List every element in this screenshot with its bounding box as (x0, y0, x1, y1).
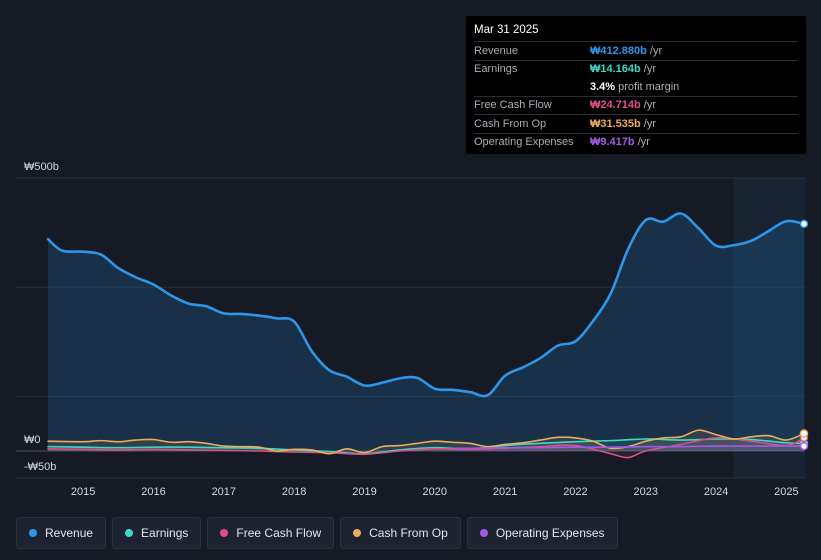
tooltip-row-label: Earnings (474, 63, 518, 76)
tooltip-row-value: 3.4% (590, 80, 616, 93)
chart-legend: Revenue Earnings Free Cash Flow Cash From O… (16, 517, 618, 549)
legend-label: Earnings (141, 526, 189, 540)
legend-label: Free Cash Flow (236, 526, 322, 540)
x-tick-label: 2019 (352, 486, 376, 498)
legend-item-earnings[interactable]: Earnings (112, 517, 202, 549)
tooltip-row-value: ₩24.714b (590, 99, 641, 112)
legend-dot-icon (479, 529, 488, 537)
grid (16, 177, 805, 479)
operating-expenses-area (452, 446, 804, 451)
tooltip-row-value: ₩14.164b (590, 63, 641, 76)
tooltip-row-label: Operating Expenses (474, 136, 574, 149)
legend-dot-icon (29, 529, 37, 537)
legend-item-free-cash-flow[interactable]: Free Cash Flow (207, 517, 335, 549)
tooltip-row-unit: profit margin (615, 80, 680, 93)
legend-dot-icon (353, 529, 362, 537)
tooltip-row: Cash From Op ₩31.535b /yr (474, 114, 798, 133)
free-cash-flow-area (48, 437, 804, 458)
x-tick-label: 2023 (634, 486, 658, 498)
earnings-line (47, 438, 805, 455)
series-areas (48, 213, 804, 458)
y-tick-label: ₩0 (24, 434, 41, 446)
legend-dot-icon (220, 529, 229, 537)
x-tick-label: 2018 (282, 486, 306, 498)
tooltip-row-value: ₩9.417b (590, 136, 635, 149)
legend-item-operating-expenses[interactable]: Operating Expenses (466, 517, 618, 549)
x-tick-label: 2022 (563, 486, 587, 498)
cash-from-op-end-marker (799, 429, 809, 438)
legend-label: Cash From Op (369, 526, 448, 540)
series-lines (46, 212, 806, 459)
x-tick-label: 2016 (141, 486, 165, 498)
tooltip-row: Operating Expenses ₩9.417b /yr (474, 132, 798, 152)
x-tick-label: 2020 (423, 486, 447, 498)
data-tooltip: Mar 31 2025 Revenue ₩412.880b /yr Earnings… (466, 16, 806, 154)
legend-dot-icon (125, 529, 134, 537)
tooltip-row-unit: /yr (640, 63, 657, 76)
legend-item-revenue[interactable]: Revenue (16, 517, 107, 549)
y-axis-ticks: ₩500b ₩0 -₩50b (24, 161, 59, 473)
revenue-end-marker (799, 219, 809, 229)
tooltip-row-unit: /yr (646, 44, 663, 57)
tooltip-row-label: Cash From Op (474, 117, 547, 130)
y-tick-label: -₩50b (24, 461, 56, 473)
x-tick-label: 2024 (704, 486, 728, 498)
tooltip-row-unit: /yr (640, 99, 657, 112)
revenue-line (46, 212, 806, 398)
tooltip-row: Revenue ₩412.880b /yr (474, 41, 798, 60)
operating-expenses-end-marker (799, 441, 809, 451)
x-tick-label: 2015 (71, 486, 95, 498)
tooltip-row-value: ₩31.535b (590, 117, 641, 130)
tooltip-row-unit: /yr (640, 117, 657, 130)
x-tick-label: 2025 (774, 486, 798, 498)
x-tick-label: 2021 (493, 486, 517, 498)
tooltip-row: Free Cash Flow ₩24.714b /yr (474, 95, 798, 115)
tooltip-row: 3.4% profit margin (474, 78, 798, 96)
tooltip-row-unit: /yr (634, 136, 650, 149)
x-axis-ticks: 2015 2016 2017 2018 2019 2020 2021 2022 2023 2024… (71, 486, 799, 498)
operating-expenses-line (451, 445, 805, 450)
legend-label: Revenue (45, 526, 94, 540)
tooltip-row-label: Revenue (474, 44, 519, 57)
end-markers (799, 219, 809, 451)
forecast-highlight-region (733, 178, 805, 478)
revenue-area (48, 213, 804, 451)
tooltip-row: Earnings ₩14.164b /yr (474, 59, 798, 79)
tooltip-rows: Revenue ₩412.880b /yr Earnings ₩14.164b /yr… (474, 41, 798, 151)
y-tick-label: ₩500b (24, 161, 59, 173)
tooltip-date: Mar 31 2025 (474, 24, 539, 36)
tooltip-row-label: Free Cash Flow (474, 99, 552, 112)
cash-from-op-line (47, 429, 805, 455)
tooltip-row-value: ₩412.880b (590, 44, 647, 57)
legend-item-cash-from-op[interactable]: Cash From Op (340, 517, 461, 549)
x-tick-label: 2017 (212, 486, 236, 498)
legend-label: Operating Expenses (495, 526, 605, 540)
